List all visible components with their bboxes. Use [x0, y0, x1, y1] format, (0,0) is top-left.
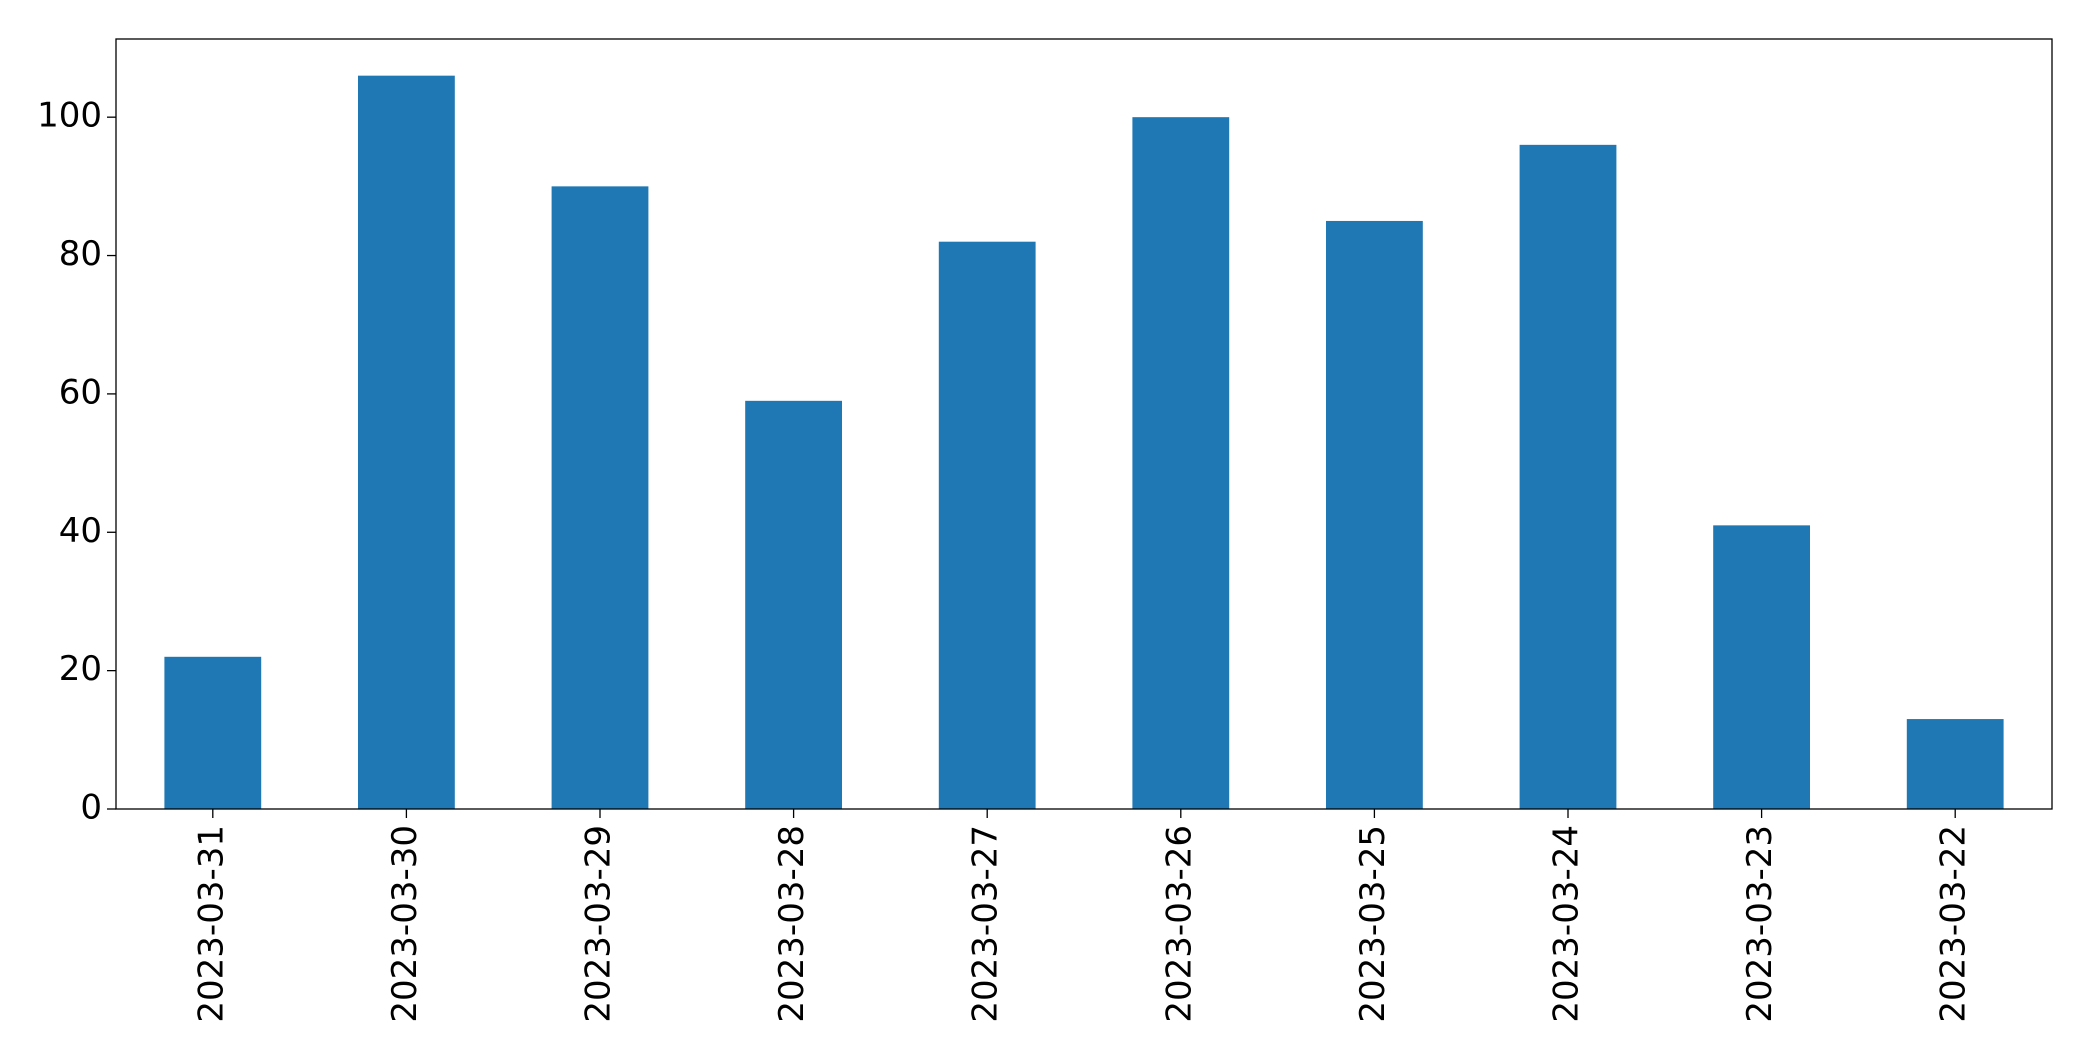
- x-tick-label: 2023-03-25: [1353, 825, 1393, 1023]
- bar: [1326, 220, 1423, 809]
- bar: [938, 241, 1036, 809]
- bar: [551, 186, 649, 809]
- y-tick-label: 60: [59, 372, 102, 412]
- bar: [358, 75, 455, 809]
- x-tick-label: 2023-03-23: [1740, 825, 1780, 1023]
- x-tick-label: 2023-03-28: [772, 825, 812, 1023]
- bar: [164, 656, 262, 809]
- plot-frame: [115, 38, 2053, 810]
- x-tick-label: 2023-03-22: [1934, 825, 1974, 1023]
- bar: [1519, 144, 1617, 809]
- bar: [1906, 719, 2004, 809]
- x-tick-label: 2023-03-27: [966, 825, 1006, 1023]
- x-tick-label: 2023-03-30: [385, 825, 425, 1023]
- y-tick-label: 80: [59, 234, 102, 274]
- bar: [745, 400, 842, 809]
- y-tick-label: 0: [80, 788, 102, 828]
- bar: [1713, 525, 1810, 809]
- x-tick-label: 2023-03-29: [579, 825, 619, 1023]
- y-tick-label: 100: [37, 96, 102, 136]
- y-tick-label: 20: [59, 649, 102, 689]
- bar: [1132, 117, 1230, 810]
- x-tick-label: 2023-03-31: [191, 825, 231, 1023]
- x-tick-label: 2023-03-26: [1159, 825, 1199, 1023]
- x-tick-label: 2023-03-24: [1547, 825, 1587, 1023]
- y-tick-label: 40: [59, 511, 102, 551]
